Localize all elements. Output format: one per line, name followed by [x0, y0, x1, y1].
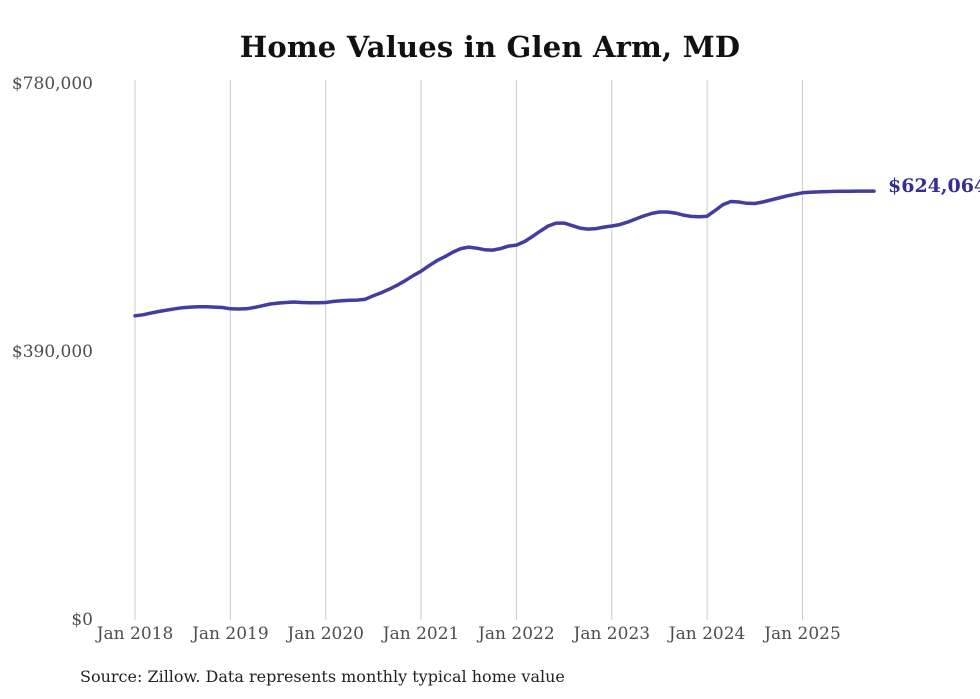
x-tick-label: Jan 2018	[96, 624, 174, 644]
x-tick-label: Jan 2020	[287, 624, 364, 644]
x-tick-label: Jan 2019	[192, 624, 269, 644]
x-tick-label: Jan 2024	[668, 624, 746, 644]
current-value-label: $624,064	[888, 175, 980, 197]
x-tick-label: Jan 2023	[573, 624, 651, 644]
source-note: Source: Zillow. Data represents monthly …	[80, 667, 565, 686]
y-tick-label: $0	[71, 609, 93, 630]
home-value-line	[133, 189, 876, 318]
x-tick-label: Jan 2021	[382, 624, 460, 644]
chart-title: Home Values in Glen Arm, MD	[239, 30, 741, 64]
y-tick-label: $390,000	[11, 341, 93, 362]
y-tick-label: $780,000	[11, 74, 93, 94]
x-tick-label: Jan 2022	[478, 624, 555, 644]
x-tick-label: Jan 2025	[764, 624, 841, 644]
